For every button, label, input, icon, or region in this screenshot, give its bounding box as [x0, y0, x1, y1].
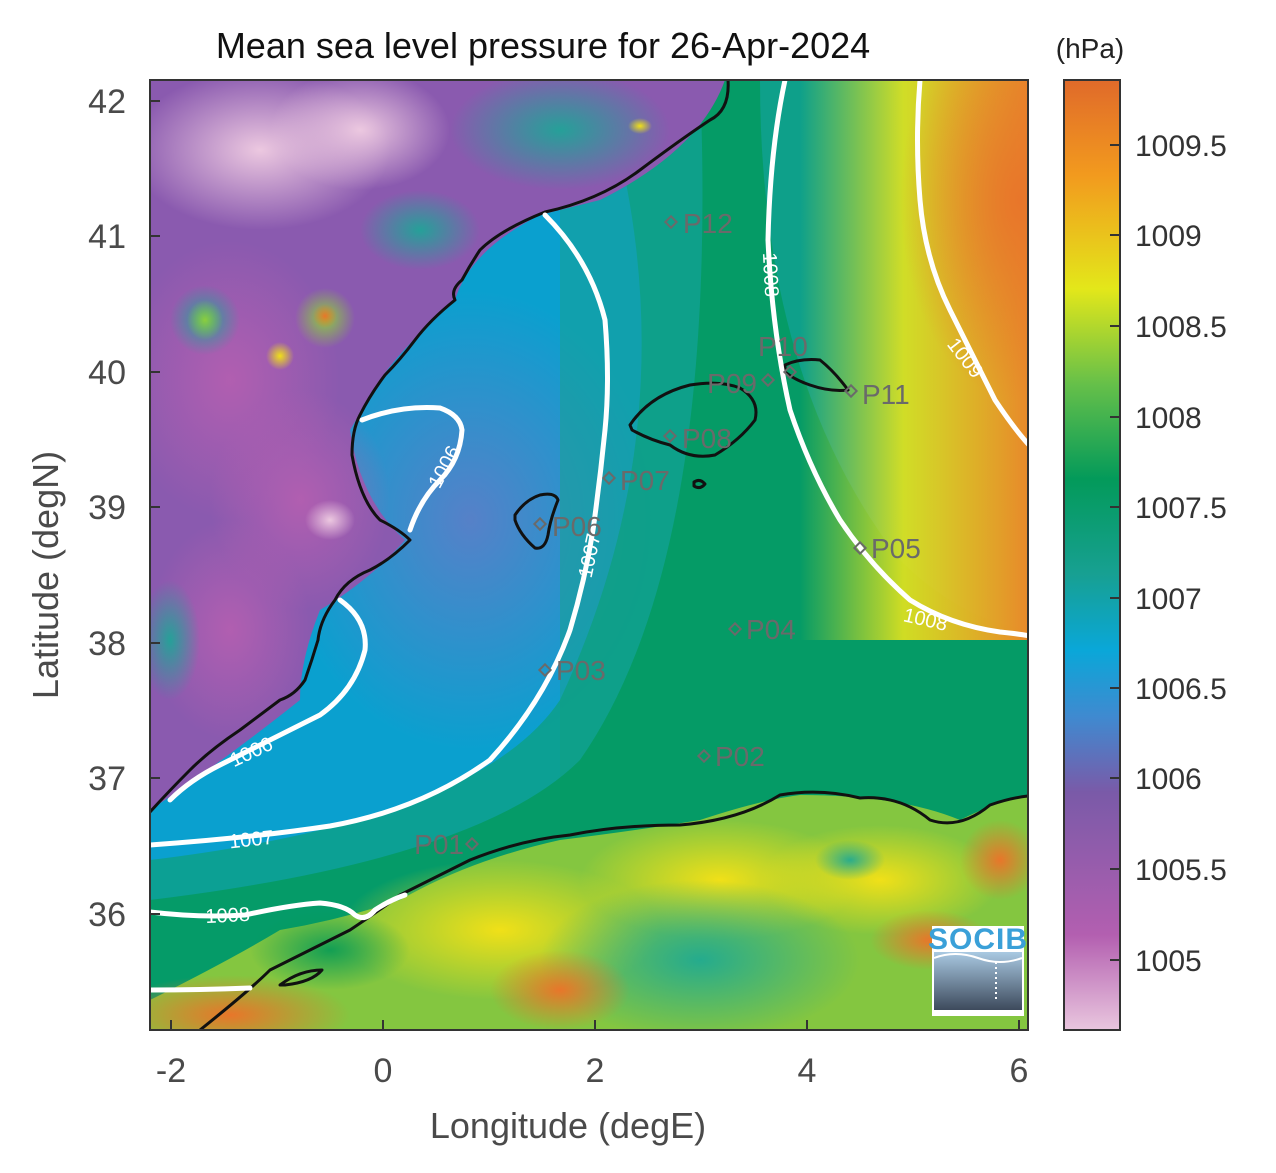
isobars	[150, 80, 1028, 993]
colorbar: 1009.5 1009 1008.5 1008 1007.5 1007 1006…	[1063, 79, 1227, 1031]
ibiza-coast	[513, 492, 560, 550]
y-tick-label: 40	[88, 354, 126, 392]
y-tick-label: 42	[88, 83, 126, 121]
colorbar-tick-label: 1008	[1135, 402, 1202, 435]
y-tick-label: 36	[88, 896, 126, 934]
map-frame	[149, 79, 1029, 1031]
colorbar-unit: (hPa)	[1056, 33, 1124, 64]
colorbar-tick-label: 1009	[1135, 220, 1202, 253]
pressure-field	[150, 80, 1028, 1030]
svg-text:P12: P12	[683, 208, 733, 239]
y-tick-label: 39	[88, 489, 126, 527]
socib-logo: SOCIB	[928, 923, 1028, 1016]
colorbar-tick-label: 1005.5	[1135, 854, 1227, 887]
mallorca-coast	[628, 381, 758, 458]
coast-islet	[278, 968, 324, 987]
y-tick-labels: 42 41 40 39 38 37 36	[88, 83, 126, 934]
y-tick-label: 41	[88, 218, 126, 256]
station-p10[interactable]: P10	[758, 331, 808, 380]
station-p04[interactable]: P04	[727, 614, 796, 645]
svg-text:P11: P11	[862, 379, 910, 410]
svg-text:P03: P03	[556, 655, 606, 686]
x-axis-label: Longitude (degE)	[430, 1105, 706, 1146]
station-p01[interactable]: P01	[414, 829, 480, 860]
x-tick-label: 2	[586, 1052, 605, 1090]
isobar-1006-north	[359, 405, 465, 533]
colorbar-tick-label: 1008.5	[1135, 311, 1227, 344]
isobar-1009	[915, 80, 1028, 448]
svg-text:P04: P04	[746, 614, 796, 645]
africa-coast	[199, 790, 1028, 1030]
svg-text:P06: P06	[552, 511, 602, 542]
colorbar-tick-label: 1009.5	[1135, 130, 1227, 163]
y-tick-label: 37	[88, 760, 126, 798]
y-tick-label: 38	[88, 625, 126, 663]
station-p08[interactable]: P08	[662, 423, 732, 454]
station-p07[interactable]: P07	[601, 465, 670, 496]
contour-label-1007-south: 1007	[228, 827, 275, 854]
menorca-coast	[783, 358, 850, 392]
y-axis-label: Latitude (degN)	[25, 451, 66, 699]
y-axis	[150, 100, 160, 915]
svg-text:P01: P01	[414, 829, 464, 860]
iberia-coast	[150, 80, 730, 814]
svg-text:P08: P08	[682, 423, 732, 454]
colorbar-tick-label: 1006.5	[1135, 673, 1227, 706]
svg-text:P07: P07	[620, 465, 670, 496]
contour-label-1008-north: 1008	[758, 252, 782, 298]
x-tick-labels: -2 0 2 4 6	[156, 1052, 1029, 1090]
svg-text:P02: P02	[715, 741, 765, 772]
isobar-1007-africa	[150, 985, 253, 993]
stations: P01 P02 P03 P04 P05 P06 P07 P08	[414, 208, 921, 860]
map-title: Mean sea level pressure for 26-Apr-2024	[216, 25, 870, 66]
isobar-1007	[150, 212, 610, 848]
station-p11[interactable]: P11	[843, 379, 910, 410]
station-p02[interactable]: P02	[696, 741, 765, 772]
x-axis	[170, 1020, 1020, 1030]
colorbar-tick-label: 1007	[1135, 583, 1202, 616]
svg-text:P10: P10	[758, 331, 808, 362]
isobar-1008-east	[765, 80, 1028, 639]
x-tick-label: -2	[156, 1052, 186, 1090]
station-p09[interactable]: P09	[707, 368, 776, 399]
station-p03[interactable]: P03	[537, 655, 606, 686]
colorbar-tick-label: 1007.5	[1135, 492, 1227, 525]
x-tick-label: 4	[798, 1052, 817, 1090]
logo-text: SOCIB	[928, 923, 1028, 956]
isobar-1008-south	[150, 892, 408, 921]
station-p06[interactable]: P06	[532, 511, 602, 542]
svg-text:P09: P09	[707, 368, 757, 399]
x-tick-label: 0	[374, 1052, 393, 1090]
svg-text:P05: P05	[871, 533, 921, 564]
x-tick-label: 6	[1010, 1052, 1029, 1090]
isobar-1006-south	[167, 597, 368, 803]
station-p05[interactable]: P05	[852, 533, 921, 564]
cabrera-coast	[692, 478, 707, 490]
contour-label-1008-south: 1008	[205, 904, 251, 928]
colorbar-tick-label: 1006	[1135, 763, 1202, 796]
coastline	[150, 80, 1028, 1030]
station-p12[interactable]: P12	[663, 208, 733, 239]
colorbar-tick-label: 1005	[1135, 945, 1202, 978]
